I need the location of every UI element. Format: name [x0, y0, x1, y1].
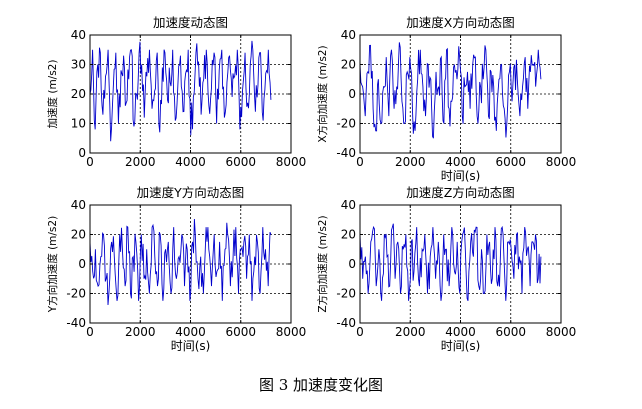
y-tick-label: 0 [348, 257, 356, 271]
chart-panel-2: 0 2000 4000 6000 8000 -40 -20 0 20 40 加速度X方向动态图时间(… [316, 15, 576, 183]
x-tick-label: 0 [86, 155, 94, 169]
x-tick-label: 6000 [225, 155, 256, 169]
y-tick-label: 20 [341, 228, 356, 242]
x-tick-label: 6000 [495, 155, 526, 169]
x-axis-label: 时间(s) [441, 339, 481, 353]
series-line [359, 42, 542, 139]
y-tick-label: 40 [71, 28, 86, 42]
y-tick-label: -20 [336, 117, 356, 131]
x-tick-label: 8000 [546, 155, 577, 169]
y-tick-label: 40 [341, 28, 356, 42]
y-tick-label: -40 [336, 316, 356, 330]
chart-title: 加速度Z方向动态图 [406, 185, 515, 200]
x-tick-label: 8000 [276, 155, 307, 169]
chart-panel-4: 0 2000 4000 6000 8000 -40 -20 0 20 40 加速度Z方向动态图时间(… [316, 185, 576, 353]
figure-caption: 图 3 加速度变化图 [258, 376, 384, 394]
y-tick-label: 40 [71, 198, 86, 212]
x-tick-label: 8000 [276, 325, 307, 339]
x-tick-label: 2000 [395, 155, 426, 169]
x-tick-label: 6000 [495, 325, 526, 339]
series-line [359, 223, 542, 302]
y-tick-label: 20 [71, 228, 86, 242]
y-tick-label: -20 [336, 287, 356, 301]
chart-title: 加速度Y方向动态图 [137, 185, 245, 200]
x-tick-label: 4000 [445, 155, 476, 169]
y-tick-label: 30 [71, 58, 86, 72]
y-axis-label: Y方向加速度 (m/s2) [46, 216, 59, 313]
y-tick-label: -40 [66, 316, 86, 330]
y-tick-label: 0 [348, 87, 356, 101]
y-axis-label: Z方向加速度 (m/s2) [316, 215, 329, 312]
y-tick-label: -40 [336, 146, 356, 160]
x-tick-label: 4000 [445, 325, 476, 339]
chart-title: 加速度X方向动态图 [406, 15, 515, 30]
x-axis-label: 时间(s) [171, 339, 211, 353]
y-tick-label: 20 [341, 58, 356, 72]
x-tick-label: 2000 [125, 155, 156, 169]
x-tick-label: 8000 [546, 325, 577, 339]
y-tick-label: -20 [66, 287, 86, 301]
series-line [89, 40, 272, 142]
y-axis-label: X方向加速度 (m/s2) [316, 45, 329, 142]
y-tick-label: 40 [341, 198, 356, 212]
chart-panel-3: 0 2000 4000 6000 8000 -40 -20 0 20 40 加速度Y方向动态图时间(… [46, 185, 306, 353]
y-tick-label: 0 [78, 146, 86, 160]
x-tick-label: 4000 [175, 325, 206, 339]
x-tick-label: 2000 [395, 325, 426, 339]
y-tick-label: 20 [71, 87, 86, 101]
x-axis-label: 时间(s) [441, 169, 481, 183]
x-tick-label: 6000 [225, 325, 256, 339]
x-tick-label: 4000 [175, 155, 206, 169]
y-tick-label: 0 [78, 257, 86, 271]
y-axis-label: 加速度 (m/s2) [46, 60, 59, 129]
chart-title: 加速度动态图 [153, 15, 228, 30]
x-tick-label: 2000 [125, 325, 156, 339]
x-tick-label: 0 [356, 155, 364, 169]
x-tick-label: 0 [86, 325, 94, 339]
series-line [89, 219, 272, 306]
x-tick-label: 0 [356, 325, 364, 339]
y-tick-label: 10 [71, 117, 86, 131]
